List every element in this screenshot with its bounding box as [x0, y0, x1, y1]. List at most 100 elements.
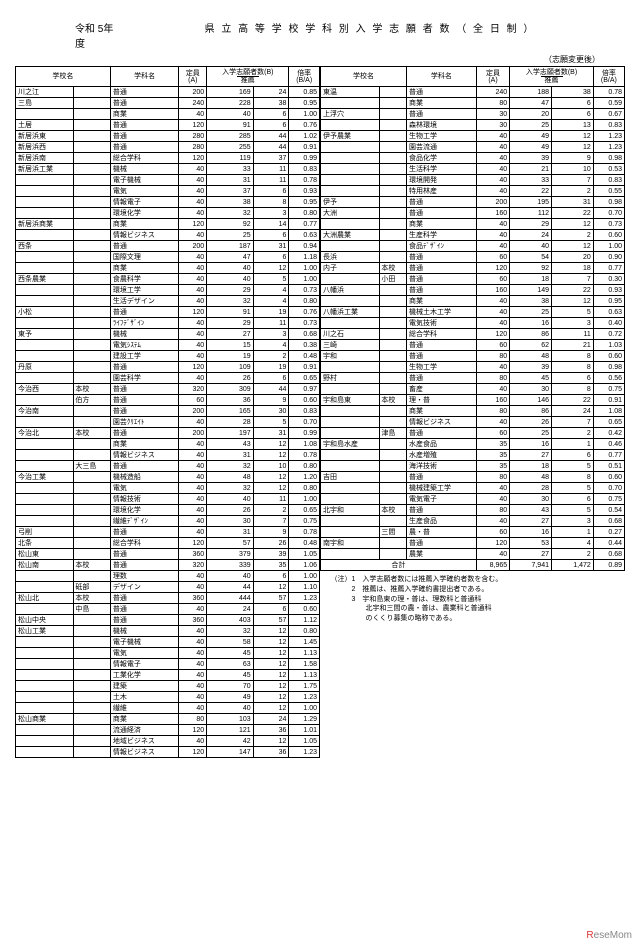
ratio: 0.95 — [289, 197, 320, 208]
applicants: 19 — [207, 351, 254, 362]
ratio: 0.80 — [289, 461, 320, 472]
school-name — [16, 725, 74, 736]
capacity: 160 — [476, 285, 509, 296]
table-row: 情報技術4040111.00 — [16, 494, 320, 505]
dept-name: 食農科学 — [110, 274, 179, 285]
table-row: 商業4040121.00 — [16, 263, 320, 274]
ratio: 0.68 — [289, 329, 320, 340]
applicants: 121 — [207, 725, 254, 736]
applicants: 119 — [207, 153, 254, 164]
table-row: 北宇和本校普通804350.54 — [321, 505, 625, 516]
table-row: 新居浜南総合学科120119370.99 — [16, 153, 320, 164]
applicants: 91 — [207, 307, 254, 318]
table-row: 津島普通602520.42 — [321, 428, 625, 439]
capacity: 40 — [179, 692, 207, 703]
ratio: 0.73 — [289, 285, 320, 296]
recommended: 12 — [253, 703, 289, 714]
note-line: 3 宇和島東の理・普は、理数科と普通科 — [331, 595, 623, 605]
applicants: 16 — [510, 318, 552, 329]
school-name — [16, 175, 74, 186]
table-row: 伊予普通200195310.98 — [321, 197, 625, 208]
school-name — [321, 153, 380, 164]
applicants: 26 — [510, 417, 552, 428]
school-name — [321, 296, 380, 307]
school-name — [16, 670, 74, 681]
subschool: 三間 — [380, 527, 407, 538]
applicants: 285 — [207, 131, 254, 142]
applicants: 25 — [510, 428, 552, 439]
subschool: 本校 — [74, 560, 110, 571]
school-name: 宇和島東 — [321, 395, 380, 406]
capacity: 360 — [179, 593, 207, 604]
applicants: 103 — [207, 714, 254, 725]
ratio: 0.77 — [289, 219, 320, 230]
capacity: 35 — [476, 461, 509, 472]
table-row: 繊維ﾃﾞｻﾞｲﾝ403070.75 — [16, 516, 320, 527]
ratio: 1.23 — [289, 692, 320, 703]
applicants: 169 — [207, 87, 254, 98]
dept-name: 総合学科 — [110, 153, 179, 164]
school-name — [321, 428, 380, 439]
capacity: 120 — [476, 538, 509, 549]
capacity: 200 — [476, 197, 509, 208]
school-name: 松山中央 — [16, 615, 74, 626]
table-row: 水産増殖352760.77 — [321, 450, 625, 461]
ratio: 0.85 — [289, 87, 320, 98]
recommended: 8 — [552, 362, 594, 373]
recommended: 3 — [552, 516, 594, 527]
applicants: 40 — [207, 109, 254, 120]
dept-name: 普通 — [407, 285, 477, 296]
capacity: 30 — [476, 109, 509, 120]
applicants: 309 — [207, 384, 254, 395]
capacity: 40 — [179, 329, 207, 340]
dept-name: 普通 — [110, 98, 179, 109]
recommended: 3 — [253, 329, 289, 340]
applicants: 45 — [207, 670, 254, 681]
table-row: 東予機械402730.68 — [16, 329, 320, 340]
table-row: 環境開発403370.83 — [321, 175, 625, 186]
recommended: 6 — [253, 571, 289, 582]
table-row: 海洋技術351850.51 — [321, 461, 625, 472]
ratio: 0.95 — [593, 296, 624, 307]
applicants: 165 — [207, 406, 254, 417]
applicants: 37 — [207, 186, 254, 197]
applicants: 24 — [207, 604, 254, 615]
dept-name: 普通 — [110, 604, 179, 615]
recommended: 2 — [552, 549, 594, 560]
dept-name: 機械 — [110, 329, 179, 340]
applicants: 38 — [510, 296, 552, 307]
dept-name: 商業 — [110, 439, 179, 450]
applicants: 40 — [207, 571, 254, 582]
ratio: 0.75 — [593, 384, 624, 395]
school-name — [16, 340, 74, 351]
capacity: 60 — [476, 274, 509, 285]
dept-name: 電気技術 — [407, 318, 477, 329]
recommended: 4 — [253, 285, 289, 296]
school-name: 小松 — [16, 307, 74, 318]
school-name: 長浜 — [321, 252, 380, 263]
table-row: 土木4049121.23 — [16, 692, 320, 703]
recommended: 36 — [253, 725, 289, 736]
dept-name: 情報ビジネス — [110, 230, 179, 241]
table-row: 松山商業商業80103241.29 — [16, 714, 320, 725]
school-name — [16, 450, 74, 461]
dept-name: 工業化学 — [110, 670, 179, 681]
dept-name: 商業 — [407, 98, 477, 109]
ratio: 0.94 — [289, 241, 320, 252]
table-row: 環境工学402940.73 — [16, 285, 320, 296]
school-name: 東温 — [321, 87, 380, 98]
col-app: 入学志願者数(B)推薦 — [510, 67, 594, 87]
school-name: 今治西 — [16, 384, 74, 395]
table-row: 食品ﾃﾞｻﾞｲﾝ4040121.00 — [321, 241, 625, 252]
dept-name: 食品ﾃﾞｻﾞｲﾝ — [407, 241, 477, 252]
applicants: 70 — [207, 681, 254, 692]
applicants: 22 — [510, 186, 552, 197]
table-row: 情報ビジネス4031120.78 — [16, 450, 320, 461]
recommended: 38 — [552, 87, 594, 98]
dept-name: 普通 — [407, 197, 477, 208]
applicants: 47 — [510, 98, 552, 109]
recommended: 35 — [253, 560, 289, 571]
ratio: 1.45 — [289, 637, 320, 648]
table-row: 川之石総合学科12086110.72 — [321, 329, 625, 340]
school-name — [321, 417, 380, 428]
